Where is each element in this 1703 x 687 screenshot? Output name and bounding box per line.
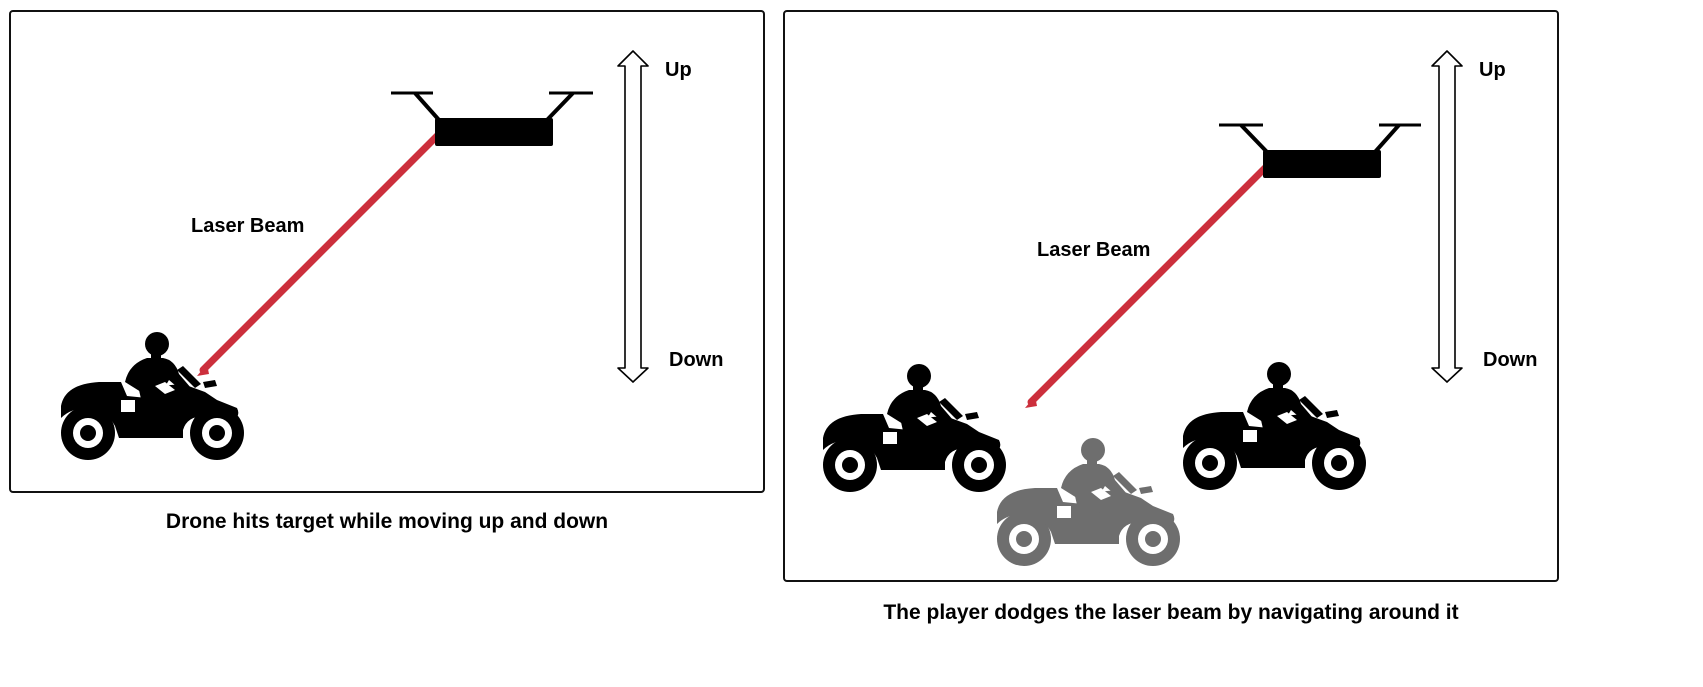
drone-icon [391, 91, 593, 146]
motorcycle-rider-icon-ghost [997, 438, 1180, 566]
left-caption: Drone hits target while moving up and do… [165, 510, 609, 533]
laser-tip [1025, 396, 1037, 408]
double-arrow-icon [1431, 50, 1463, 383]
right-panel: Up Down Laser Beam [783, 10, 1559, 582]
laser-label: Laser Beam [1037, 239, 1150, 261]
arrow-down-label: Down [669, 349, 723, 371]
laser-beam [1027, 162, 1271, 406]
laser-tip [197, 364, 209, 376]
left-panel: Up Down Laser Beam [9, 10, 765, 493]
arrow-up-label: Up [665, 59, 692, 81]
arrow-down-label: Down [1483, 349, 1537, 371]
motorcycle-rider-icon-left [823, 364, 1006, 492]
right-scene: Up Down Laser Beam [823, 50, 1537, 566]
right-caption: The player dodges the laser beam by navi… [883, 601, 1459, 624]
motorcycle-rider-icon [61, 332, 244, 460]
motorcycle-rider-icon-right [1183, 362, 1366, 490]
double-arrow-icon [617, 50, 649, 383]
left-scene: Up Down Laser Beam [61, 50, 723, 460]
laser-beam [199, 130, 443, 374]
laser-label: Laser Beam [191, 215, 304, 237]
arrow-up-label: Up [1479, 59, 1506, 81]
drone-icon [1219, 123, 1421, 178]
